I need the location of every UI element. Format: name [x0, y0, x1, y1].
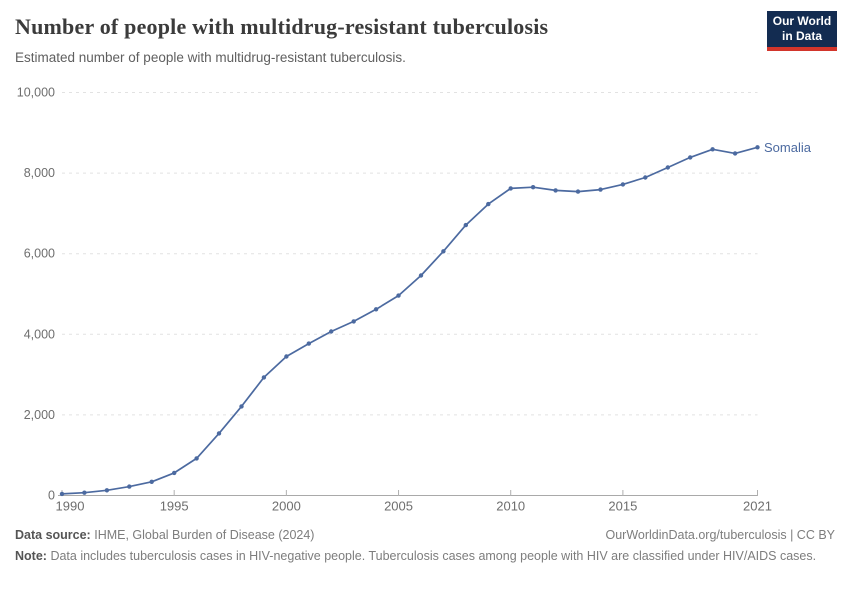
chart-subtitle: Estimated number of people with multidru…: [15, 50, 406, 65]
x-tick-label: 2010: [496, 499, 525, 514]
page-title: Number of people with multidrug-resistan…: [15, 14, 549, 39]
x-tick-label: 1995: [160, 499, 189, 514]
data-point[interactable]: [149, 479, 154, 484]
series-line[interactable]: [61, 146, 759, 495]
attribution-link[interactable]: OurWorldinData.org/tuberculosis | CC BY: [605, 528, 836, 542]
data-source-text: IHME, Global Burden of Disease (2024): [94, 528, 315, 542]
data-point[interactable]: [530, 185, 536, 190]
x-tick-label: 2000: [272, 499, 301, 514]
data-point[interactable]: [284, 354, 289, 359]
y-tick-label: 6,000: [24, 247, 55, 261]
data-source: Data source: IHME, Global Burden of Dise…: [15, 526, 314, 544]
data-source-label: Data source:: [15, 528, 91, 542]
x-tick-label: 2021: [743, 499, 772, 514]
data-point[interactable]: [643, 175, 648, 180]
data-point[interactable]: [261, 375, 267, 380]
data-point[interactable]: [194, 456, 199, 461]
y-tick-label: 8,000: [24, 166, 55, 180]
x-tick-label: 2015: [608, 499, 637, 514]
note-label: Note:: [15, 549, 47, 564]
data-point[interactable]: [553, 188, 558, 193]
data-point[interactable]: [598, 187, 603, 192]
data-point[interactable]: [508, 186, 513, 191]
data-point[interactable]: [688, 155, 693, 160]
data-point[interactable]: [172, 470, 177, 476]
y-tick-label: 2,000: [24, 408, 55, 422]
data-point[interactable]: [755, 145, 760, 150]
y-tick-label: 0: [48, 489, 55, 503]
data-point[interactable]: [575, 189, 581, 194]
data-point[interactable]: [463, 222, 468, 228]
chart-plot-area[interactable]: 0 2,000 4,000 6,000 8,000 10,000 1990 1995 2000 2…: [0, 84, 850, 520]
x-tick-label: 2005: [384, 499, 413, 514]
chart-footer: Data source: IHME, Global Burden of Dise…: [15, 526, 835, 565]
data-point[interactable]: [239, 404, 244, 409]
data-point[interactable]: [710, 147, 715, 152]
data-point[interactable]: [665, 165, 670, 170]
data-point[interactable]: [104, 488, 110, 493]
note-text: Data includes tuberculosis cases in HIV-…: [50, 549, 817, 564]
data-point[interactable]: [486, 201, 491, 207]
data-point[interactable]: [59, 491, 65, 497]
y-tick-label: 10,000: [17, 86, 55, 100]
data-point[interactable]: [732, 151, 738, 156]
y-tick-label: 4,000: [24, 327, 55, 341]
data-point[interactable]: [306, 341, 311, 346]
logo-line2: in Data: [781, 29, 822, 43]
data-point[interactable]: [82, 490, 87, 495]
data-point[interactable]: [620, 182, 626, 187]
data-point[interactable]: [441, 249, 446, 254]
data-point[interactable]: [216, 431, 222, 436]
chart-note: Note: Data includes tuberculosis cases i…: [15, 547, 835, 565]
data-point[interactable]: [373, 307, 379, 312]
owid-logo[interactable]: Our World in Data: [767, 11, 837, 51]
data-point[interactable]: [127, 484, 132, 489]
line-chart[interactable]: 0 2,000 4,000 6,000 8,000 10,000 1990 1995 2000 2…: [0, 84, 850, 520]
data-point[interactable]: [329, 329, 334, 334]
data-point[interactable]: [351, 319, 356, 324]
data-point[interactable]: [418, 273, 424, 278]
logo-line1: Our World: [772, 14, 832, 28]
x-tick-label: 1990: [56, 499, 85, 514]
data-point[interactable]: [396, 293, 401, 298]
entity-label[interactable]: Somalia: [764, 140, 812, 155]
